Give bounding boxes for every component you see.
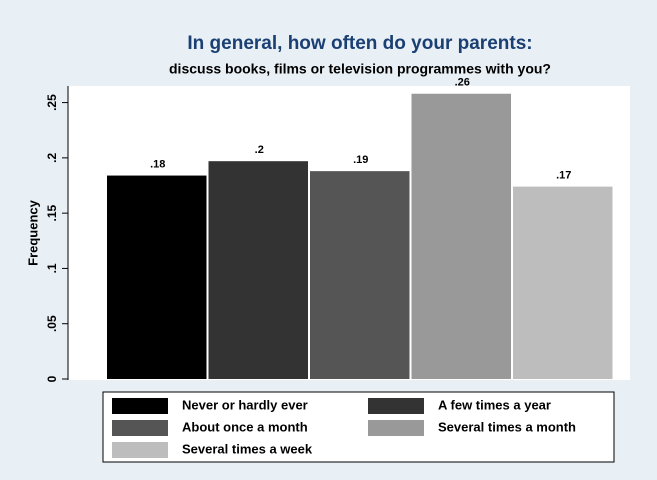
- legend-label: Several times a month: [438, 419, 576, 434]
- bar: [310, 171, 410, 379]
- y-tick-label: .05: [45, 315, 59, 332]
- legend: [102, 391, 615, 463]
- value-label: .2: [255, 144, 264, 156]
- y-tick-label: .15: [45, 204, 59, 221]
- value-label: .26: [455, 77, 470, 89]
- legend-swatch: [112, 420, 168, 436]
- bar: [107, 175, 207, 379]
- bar: [208, 161, 308, 379]
- y-tick-label: .2: [45, 153, 59, 163]
- legend-swatch: [368, 398, 424, 414]
- legend-label: About once a month: [182, 419, 308, 434]
- legend-label: A few times a year: [438, 397, 551, 412]
- y-tick-label: 0: [45, 375, 59, 382]
- legend-swatch: [112, 398, 168, 414]
- legend-swatch: [368, 420, 424, 436]
- y-tick-label: .1: [45, 263, 59, 273]
- bar: [411, 93, 511, 379]
- legend-label: Several times a week: [182, 441, 313, 456]
- y-axis-label: Frequency: [25, 199, 40, 266]
- value-label: .18: [150, 158, 165, 170]
- bar: [513, 186, 613, 379]
- y-tick-label: .25: [45, 94, 59, 111]
- legend-swatch: [112, 442, 168, 458]
- value-label: .17: [556, 170, 571, 182]
- value-label: .19: [353, 154, 368, 166]
- chart-title: In general, how often do your parents:: [187, 33, 532, 54]
- legend-label: Never or hardly ever: [182, 397, 308, 412]
- chart-subtitle: discuss books, films or television progr…: [169, 61, 551, 77]
